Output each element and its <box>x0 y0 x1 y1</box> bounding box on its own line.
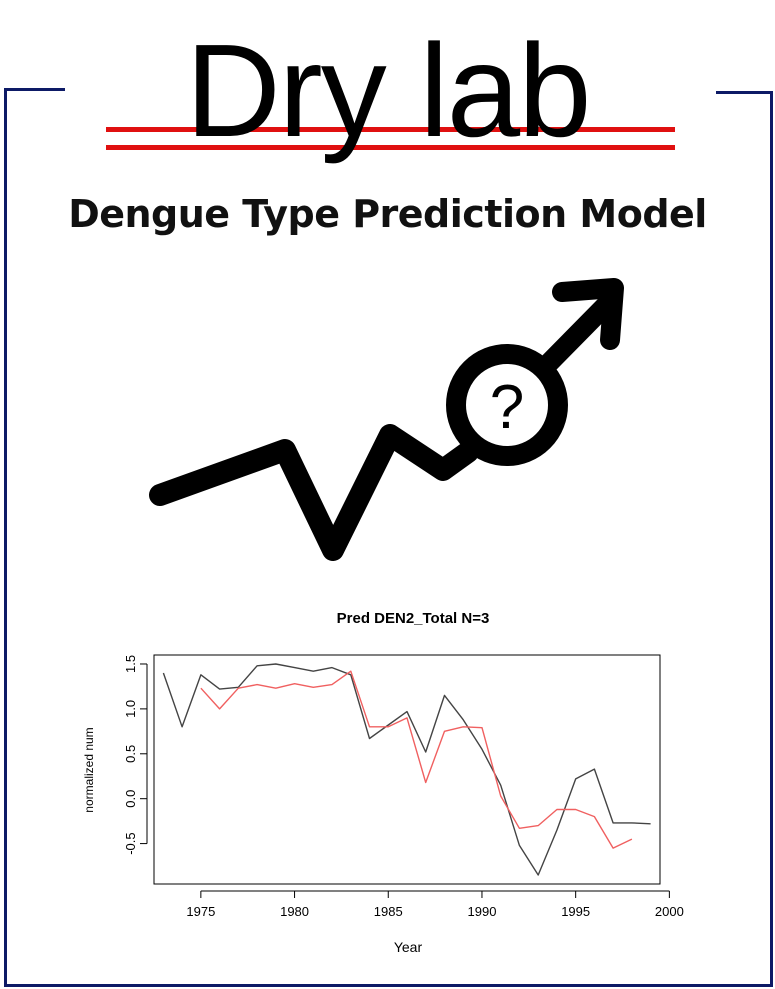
page-subtitle: Dengue Type Prediction Model <box>68 192 707 236</box>
y-tick-label: 0.5 <box>123 745 138 763</box>
x-tick-label: 1975 <box>186 904 215 919</box>
series-line-1 <box>162 663 651 876</box>
page-title: Dry lab <box>185 17 591 164</box>
frame-right-border <box>770 91 773 986</box>
x-tick-label: 1990 <box>468 904 497 919</box>
x-tick-label: 1985 <box>374 904 403 919</box>
x-axis: 1975 1980 1985 1990 1995 2000 <box>186 890 684 919</box>
plot-frame <box>153 654 661 885</box>
y-tick-label: -0.5 <box>123 832 138 854</box>
y-axis-label: normalized num <box>82 727 96 812</box>
series-line-2 <box>200 670 633 849</box>
frame-top-right-border <box>716 91 773 94</box>
series-layer <box>162 663 651 876</box>
question-mark: ? <box>490 373 524 442</box>
frame-top-left-border <box>4 88 65 91</box>
frame-left-border <box>4 88 7 986</box>
trend-zigzag-line <box>149 424 479 561</box>
x-tick-label: 1995 <box>561 904 590 919</box>
y-tick-label: 1.0 <box>123 700 138 718</box>
x-axis-label: Year <box>394 939 423 955</box>
question-circle <box>446 344 568 466</box>
title-underline-bottom <box>106 145 675 150</box>
prediction-chart: Pred DEN2_Total N=3 -0.5 0.0 0.5 1.0 1.5 197… <box>70 600 710 970</box>
chart-svg: Pred DEN2_Total N=3 -0.5 0.0 0.5 1.0 1.5 197… <box>82 610 684 955</box>
x-tick-label: 1980 <box>280 904 309 919</box>
y-tick-label: 0.0 <box>123 790 138 808</box>
title-underline-top <box>106 127 675 132</box>
trend-question-icon: ? <box>0 270 775 570</box>
y-axis: -0.5 0.0 0.5 1.0 1.5 <box>123 655 148 855</box>
trend-question-icon-svg: ? <box>149 278 624 561</box>
trend-arrowhead <box>552 278 624 350</box>
trend-arrow-shaft <box>536 290 621 376</box>
chart-title: Pred DEN2_Total N=3 <box>337 610 490 627</box>
frame-bottom-border <box>4 984 773 987</box>
y-tick-label: 1.5 <box>123 655 138 673</box>
x-tick-label: 2000 <box>655 904 684 919</box>
